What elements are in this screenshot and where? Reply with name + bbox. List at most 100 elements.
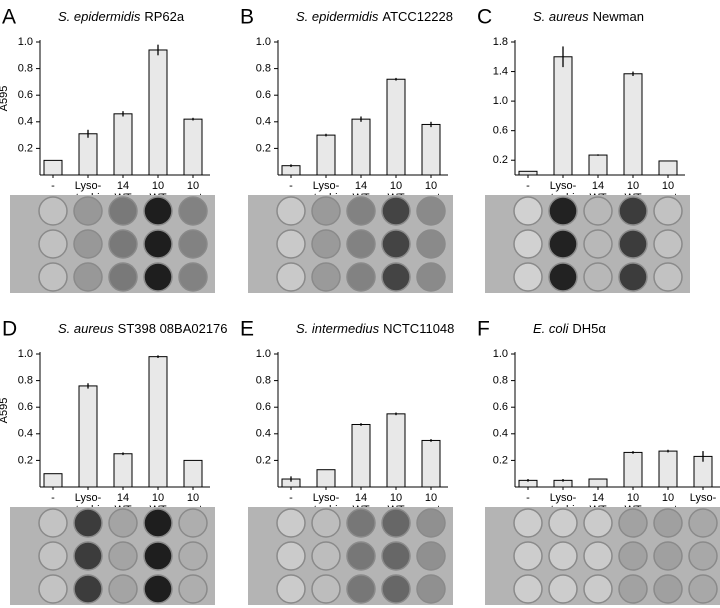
y-tick-label: 0.6 — [256, 89, 271, 101]
well — [276, 574, 306, 604]
bar — [386, 413, 406, 488]
bar — [658, 450, 678, 488]
bar — [316, 469, 336, 488]
well — [548, 541, 578, 571]
well — [548, 574, 578, 604]
well — [513, 196, 543, 226]
well — [108, 262, 138, 292]
well — [381, 229, 411, 259]
y-axis-label: A595 — [0, 398, 10, 424]
panel-label: A — [2, 6, 16, 29]
well — [513, 508, 543, 538]
y-tick-label: 0.8 — [493, 375, 508, 387]
bar — [421, 439, 441, 488]
well — [108, 508, 138, 538]
panel-title: S. epidermidis RP62a — [58, 9, 185, 24]
well — [653, 574, 683, 604]
well — [73, 574, 103, 604]
well — [416, 574, 446, 604]
well — [583, 574, 613, 604]
x-tick-label: 14 — [355, 492, 367, 504]
title-organism: S. aureus — [533, 9, 589, 24]
bar — [386, 78, 406, 176]
well — [583, 196, 613, 226]
well — [276, 229, 306, 259]
x-tick-label: 10 — [152, 492, 164, 504]
well — [583, 541, 613, 571]
well — [178, 541, 208, 571]
well — [73, 196, 103, 226]
panel-title: S. aureus ST398 08BA02176 — [58, 321, 228, 336]
y-tick-label: 0.4 — [256, 428, 271, 440]
well — [73, 262, 103, 292]
y-tick-label: 0.6 — [493, 125, 508, 137]
x-tick-label: 10 — [187, 492, 199, 504]
well — [143, 262, 173, 292]
y-tick-label: 0.4 — [18, 428, 33, 440]
well — [346, 229, 376, 259]
y-tick-label: 1.4 — [493, 65, 508, 77]
bar — [658, 160, 678, 176]
y-tick-label: 0.8 — [18, 375, 33, 387]
x-tick-label: Lyso- — [550, 180, 577, 192]
bar — [113, 113, 133, 176]
x-tick-label: 10 — [627, 180, 639, 192]
y-tick-label: 0.4 — [18, 116, 33, 128]
well — [346, 541, 376, 571]
x-tick-label: 14 — [117, 492, 129, 504]
y-tick-label: 1.0 — [18, 348, 33, 360]
bar — [113, 453, 133, 488]
well — [38, 541, 68, 571]
title-strain: Newman — [593, 9, 644, 24]
bar — [148, 49, 168, 176]
bar — [351, 423, 371, 488]
bar — [43, 473, 63, 488]
y-tick-label: 0.6 — [256, 401, 271, 413]
well — [381, 541, 411, 571]
well — [143, 541, 173, 571]
y-tick-label: 1.0 — [256, 348, 271, 360]
well — [178, 574, 208, 604]
well — [618, 541, 648, 571]
bar — [78, 133, 98, 176]
bar — [281, 165, 301, 176]
x-tick-label: - — [51, 492, 55, 504]
x-tick-label: - — [526, 492, 530, 504]
panel-title: E. coli DH5α — [533, 321, 606, 336]
well — [381, 196, 411, 226]
x-tick-label: 10 — [425, 180, 437, 192]
title-strain: ATCC12228 — [382, 9, 453, 24]
y-tick-label: 1.8 — [493, 36, 508, 48]
well — [653, 541, 683, 571]
well — [618, 508, 648, 538]
well — [38, 196, 68, 226]
well — [143, 196, 173, 226]
well — [178, 229, 208, 259]
well — [618, 229, 648, 259]
well — [381, 508, 411, 538]
bar — [588, 478, 608, 488]
x-tick-label: 14 — [592, 180, 604, 192]
panel-label: D — [2, 318, 17, 341]
bar — [148, 356, 168, 488]
well — [346, 574, 376, 604]
well — [346, 196, 376, 226]
well — [276, 262, 306, 292]
well — [548, 229, 578, 259]
well — [178, 508, 208, 538]
y-tick-label: 1.0 — [18, 36, 33, 48]
x-tick-label: 10 — [662, 180, 674, 192]
well — [73, 541, 103, 571]
well — [416, 262, 446, 292]
well — [311, 196, 341, 226]
well — [688, 508, 718, 538]
y-tick-label: 0.2 — [256, 142, 271, 154]
bar — [588, 154, 608, 176]
well — [311, 229, 341, 259]
well — [416, 229, 446, 259]
well — [513, 262, 543, 292]
well — [276, 196, 306, 226]
x-tick-label: Lyso- — [690, 492, 717, 504]
bar — [183, 118, 203, 176]
y-tick-label: 0.8 — [256, 63, 271, 75]
